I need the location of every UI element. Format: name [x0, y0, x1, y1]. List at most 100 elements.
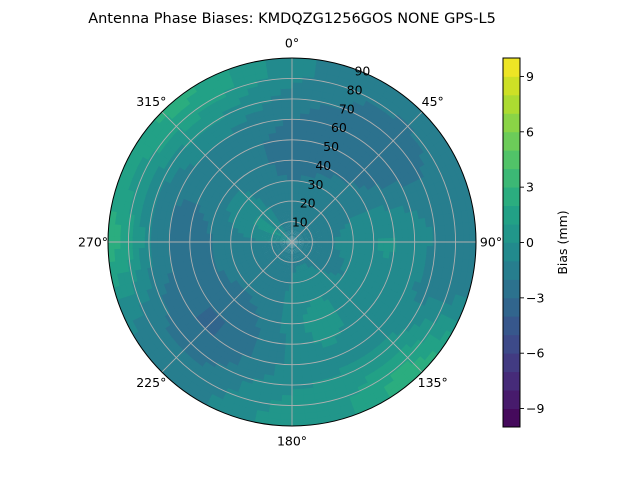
heatmap-cell — [130, 279, 141, 295]
angular-grid-line — [161, 111, 293, 243]
heatmap-cell — [220, 79, 237, 92]
heatmap-cell — [281, 106, 293, 114]
heatmap-cell — [241, 243, 250, 248]
heatmap-cell — [451, 160, 464, 177]
heatmap-cell — [211, 249, 220, 257]
heatmap-cell — [315, 246, 324, 250]
heatmap-cell — [275, 221, 282, 228]
heatmap-cell — [298, 265, 303, 273]
heatmap-cell — [218, 253, 227, 261]
heatmap-cell — [321, 247, 330, 252]
heatmap-cell — [306, 274, 313, 283]
heatmap-cell — [291, 358, 302, 366]
heatmap-cell — [280, 388, 293, 397]
heatmap-cell — [321, 230, 329, 235]
heatmap-cell — [228, 96, 243, 108]
heatmap-cell — [174, 245, 183, 255]
heatmap-cell — [186, 230, 195, 240]
heatmap-cell — [291, 290, 297, 299]
heatmap-cell — [438, 137, 453, 154]
heatmap-cell — [297, 235, 304, 240]
heatmap-cell — [271, 375, 284, 384]
heatmap-cell — [273, 244, 281, 249]
heatmap-cell — [443, 189, 454, 205]
heatmap-cell — [460, 183, 472, 200]
heatmap-cell — [371, 387, 388, 401]
heatmap-cell — [278, 243, 287, 246]
colorbar-band — [503, 353, 520, 373]
heatmap-cell — [279, 237, 287, 241]
heatmap-cell — [291, 345, 301, 354]
heatmap-cell — [297, 244, 304, 249]
heatmap-cell — [279, 75, 293, 83]
heatmap-cell — [383, 244, 392, 253]
colorbar-band — [503, 187, 520, 206]
heatmap-cell — [271, 253, 279, 260]
heatmap-cell — [254, 242, 262, 247]
heatmap-cell — [291, 376, 303, 385]
heatmap-cell — [331, 222, 340, 229]
heatmap-cell — [316, 238, 324, 242]
heatmap-cell — [284, 223, 288, 231]
heatmap-cell — [282, 224, 288, 232]
heatmap-cell — [291, 130, 301, 139]
heatmap-cell — [251, 255, 260, 262]
heatmap-cell — [286, 309, 293, 317]
heatmap-cell — [270, 331, 280, 341]
heatmap-cell — [326, 225, 334, 231]
heatmap-cell — [137, 168, 150, 184]
heatmap-cell — [310, 220, 318, 227]
heatmap-cell — [292, 235, 296, 242]
heatmap-cell — [292, 238, 299, 242]
heatmap-cell — [281, 271, 286, 280]
heatmap-cell — [283, 185, 289, 194]
heatmap-cell — [413, 167, 426, 181]
heatmap-cell — [211, 227, 220, 235]
heatmap-cell — [283, 265, 288, 274]
heatmap-cell — [284, 253, 288, 261]
heatmap-cell — [445, 148, 459, 165]
heatmap-cell — [338, 253, 347, 260]
heatmap-cell — [254, 232, 263, 237]
heatmap-cell — [283, 217, 288, 225]
heatmap-cell — [119, 223, 128, 238]
heatmap-cell — [347, 392, 364, 405]
heatmap-cell — [313, 227, 322, 233]
heatmap-cell — [193, 251, 202, 260]
heatmap-cell — [288, 278, 293, 286]
heatmap-cell — [334, 236, 343, 241]
heatmap-cell — [291, 419, 306, 426]
heatmap-cell — [287, 297, 293, 305]
heatmap-cell — [285, 238, 292, 242]
heatmap-cell — [289, 234, 292, 242]
heatmap-cell — [218, 100, 233, 113]
heatmap-cell — [278, 413, 293, 421]
heatmap-cell — [335, 359, 348, 370]
heatmap-cell — [293, 210, 297, 218]
heatmap-cell — [278, 227, 285, 234]
heatmap-cell — [274, 255, 281, 262]
heatmap-cell — [119, 246, 128, 261]
heatmap-cell — [250, 225, 258, 231]
colorbar-band — [503, 168, 520, 188]
heatmap-cell — [303, 233, 311, 238]
heatmap-cell — [385, 385, 402, 400]
heatmap-cell — [302, 256, 309, 263]
heatmap-cell — [347, 79, 364, 92]
heatmap-cell — [301, 249, 308, 256]
heatmap-cell — [156, 245, 164, 257]
heatmap-cell — [281, 167, 288, 176]
heatmap-cell — [296, 217, 301, 225]
heatmap-cell — [416, 188, 428, 201]
heatmap-cell — [298, 225, 304, 233]
heatmap-cell — [141, 324, 156, 340]
heatmap-cell — [291, 63, 306, 71]
heatmap-cell — [283, 352, 293, 360]
heatmap-cell — [288, 235, 292, 242]
heatmap-cell — [300, 212, 306, 220]
heatmap-cell — [278, 149, 287, 158]
heatmap-cell — [283, 231, 289, 238]
heatmap-cell — [298, 339, 308, 348]
heatmap-cell — [420, 245, 428, 257]
heatmap-cell — [256, 253, 265, 259]
